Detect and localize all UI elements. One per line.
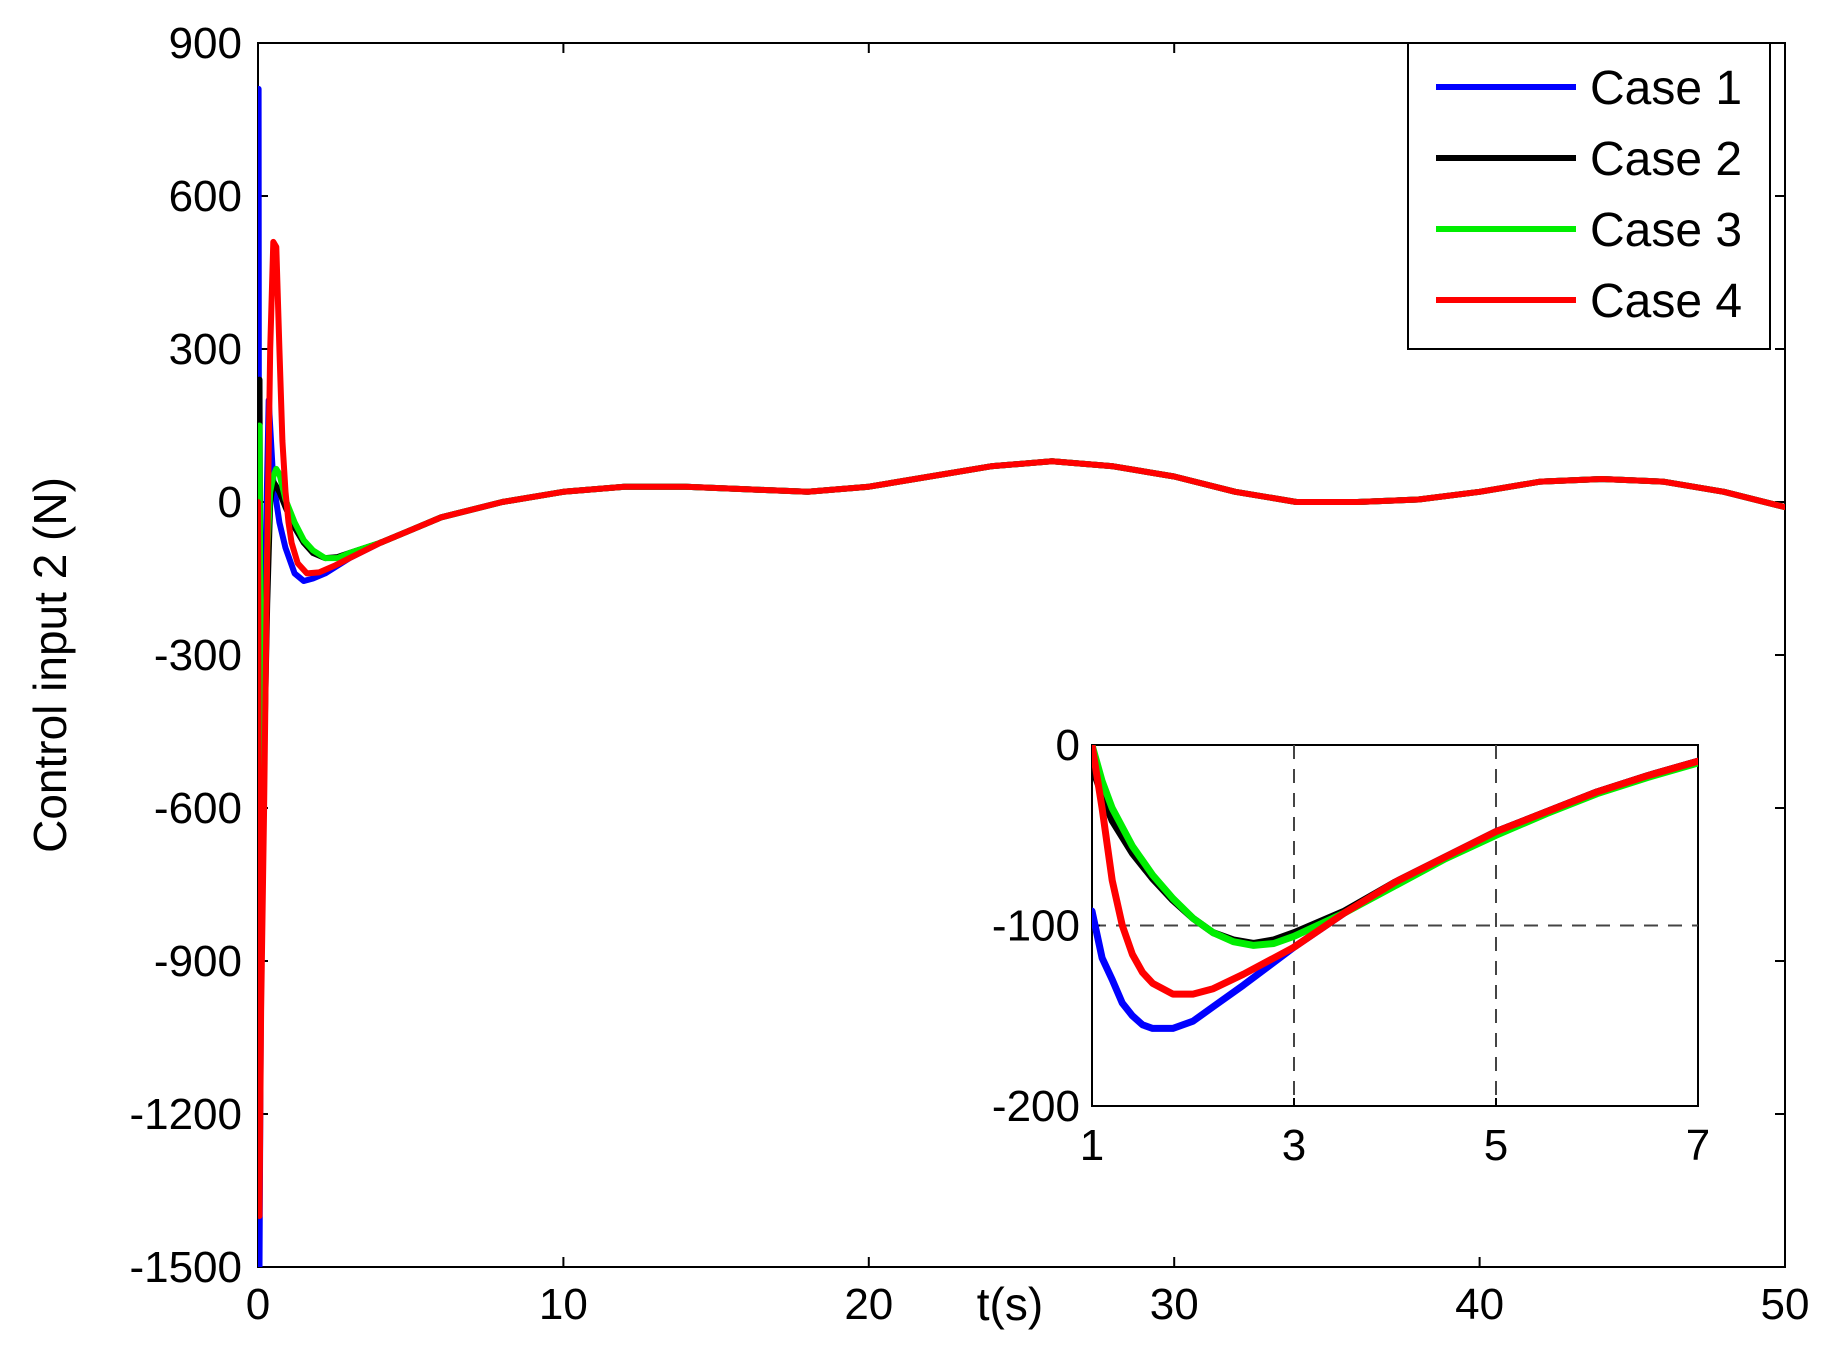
y-tick-label: -300 [154, 631, 242, 680]
x-axis-label: t(s) [977, 1278, 1043, 1330]
x-tick-label: 0 [246, 1280, 270, 1329]
main-series-group [258, 85, 1785, 1267]
inset-series-line-case-4 [1092, 745, 1698, 998]
y-tick-label: -900 [154, 937, 242, 986]
inset-y-tick-label: -100 [992, 902, 1080, 951]
inset-x-tick-label: 3 [1282, 1121, 1306, 1170]
x-tick-label: 10 [539, 1280, 588, 1329]
legend: Case 1 Case 2 Case 3 Case 4 [1407, 42, 1771, 350]
y-tick-label: -1200 [129, 1090, 242, 1139]
inset-y-tick-label: 0 [1056, 721, 1080, 770]
y-tick-label: 900 [169, 19, 242, 68]
x-tick-label: 20 [844, 1280, 893, 1329]
y-tick-label: 600 [169, 172, 242, 221]
y-tick-label: 0 [218, 478, 242, 527]
inset-x-tick-label: 7 [1686, 1121, 1710, 1170]
inset-y-tick-label: -200 [992, 1082, 1080, 1131]
x-tick-label: 30 [1150, 1280, 1199, 1329]
y-tick-label: 300 [169, 325, 242, 374]
y-axis-label: Control input 2 (N) [24, 477, 76, 853]
legend-label-case-4: Case 4 [1590, 275, 1742, 328]
series-line-case-4 [258, 238, 1785, 1219]
inset-x-tick-label: 5 [1484, 1121, 1508, 1170]
x-tick-label: 40 [1455, 1280, 1504, 1329]
inset-series-group [1092, 745, 1698, 1032]
y-tick-label: -600 [154, 784, 242, 833]
legend-label-case-3: Case 3 [1590, 204, 1742, 257]
inset-plot: 1 3 5 7 -200 -100 0 [992, 721, 1710, 1170]
y-tick-label: -1500 [129, 1243, 242, 1292]
inset-x-tick-label: 1 [1080, 1121, 1104, 1170]
legend-label-case-2: Case 2 [1590, 133, 1742, 186]
x-tick-label: 50 [1761, 1280, 1810, 1329]
legend-label-case-1: Case 1 [1590, 62, 1742, 115]
